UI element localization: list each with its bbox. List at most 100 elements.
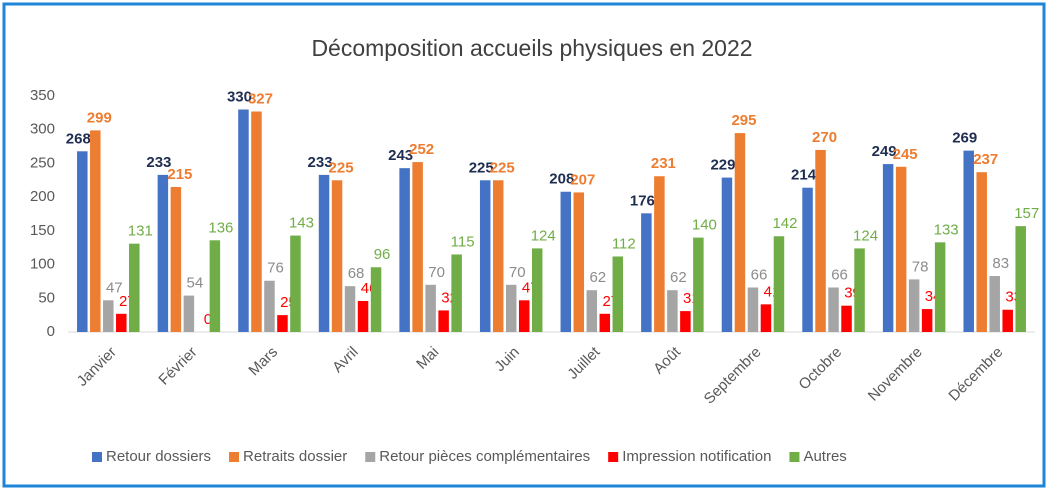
bar <box>560 191 572 332</box>
bar <box>667 290 678 332</box>
data-label: 214 <box>791 167 817 184</box>
data-label: 115 <box>451 233 475 250</box>
data-label: 225 <box>490 159 515 176</box>
bar <box>693 237 704 332</box>
bar <box>412 162 423 332</box>
chart-title: Décomposition accueils physiques en 2022 <box>311 35 752 61</box>
data-label: 208 <box>549 171 574 188</box>
bar <box>989 276 1000 332</box>
bar <box>908 279 920 332</box>
bar <box>479 180 491 332</box>
data-label: 225 <box>329 159 354 176</box>
bar <box>251 111 262 332</box>
bar <box>854 248 865 332</box>
bar <box>773 236 785 332</box>
data-label: 142 <box>772 215 797 232</box>
data-label: 231 <box>651 155 676 172</box>
bar <box>170 187 182 332</box>
bar <box>934 242 946 332</box>
data-label: 131 <box>128 223 153 240</box>
legend-swatch <box>92 452 102 462</box>
legend-label: Retour dossiers <box>106 448 211 465</box>
data-label: 47 <box>106 279 123 296</box>
y-tick-label: 300 <box>30 121 55 138</box>
bar <box>841 305 852 332</box>
bar <box>895 166 907 332</box>
bar <box>760 304 772 332</box>
data-label: 268 <box>66 130 91 147</box>
bar <box>238 109 249 332</box>
bar <box>438 310 449 332</box>
bar <box>963 150 974 332</box>
data-label: 70 <box>428 264 445 281</box>
bar <box>129 243 140 332</box>
legend-swatch <box>608 452 619 462</box>
data-label: 66 <box>831 266 848 283</box>
bar <box>344 286 356 332</box>
y-tick-label: 150 <box>30 222 55 239</box>
data-label: 270 <box>812 129 837 146</box>
data-label: 78 <box>912 258 929 275</box>
data-label: 249 <box>872 143 897 160</box>
bar <box>828 287 839 332</box>
bar <box>425 284 436 332</box>
bar <box>734 133 746 332</box>
bar <box>103 300 114 332</box>
data-label: 112 <box>612 235 636 252</box>
data-label: 327 <box>248 90 273 107</box>
bar <box>815 149 826 332</box>
data-label: 83 <box>992 255 1009 272</box>
bar <box>277 315 288 332</box>
legend-label: Autres <box>803 448 846 465</box>
y-tick-label: 200 <box>30 188 55 205</box>
bar <box>209 240 221 332</box>
legend-label: Retraits dossier <box>243 448 347 465</box>
data-label: 233 <box>308 154 333 171</box>
data-label: 124 <box>531 227 556 244</box>
legend-label: Impression notification <box>622 448 771 465</box>
bar <box>641 213 652 332</box>
data-label: 133 <box>934 221 959 238</box>
data-label: 237 <box>973 151 998 168</box>
y-tick-label: 100 <box>30 256 55 273</box>
bar <box>802 187 813 332</box>
data-label: 76 <box>267 260 284 277</box>
bar <box>599 313 611 332</box>
bar <box>680 311 691 332</box>
bar <box>573 192 585 332</box>
bar <box>357 300 369 332</box>
bar <box>654 176 665 332</box>
legend-label: Retour pièces complémentaires <box>379 448 590 465</box>
data-label: 66 <box>751 266 768 283</box>
bar <box>264 280 275 332</box>
y-tick-label: 0 <box>47 323 55 340</box>
bar <box>318 174 330 332</box>
bar <box>90 130 101 332</box>
legend-swatch <box>229 452 240 462</box>
data-label: 225 <box>469 159 494 176</box>
bar <box>492 180 504 332</box>
legend-swatch <box>789 452 800 462</box>
data-label: 136 <box>208 219 233 236</box>
data-label: 70 <box>509 264 526 281</box>
data-label: 157 <box>1014 205 1039 222</box>
data-label: 124 <box>853 227 878 244</box>
data-label: 68 <box>348 265 365 282</box>
bar <box>370 267 382 332</box>
data-label: 0 <box>204 311 212 328</box>
bar <box>116 313 127 332</box>
data-label: 62 <box>670 269 687 286</box>
bar <box>531 248 543 332</box>
data-label: 252 <box>409 141 434 158</box>
bar <box>518 300 530 332</box>
bar <box>1015 226 1026 332</box>
data-label: 62 <box>589 269 606 286</box>
bar <box>721 177 733 332</box>
data-label: 54 <box>187 275 204 292</box>
bar <box>586 290 598 332</box>
bar <box>747 287 759 332</box>
data-label: 207 <box>570 171 595 188</box>
bar <box>290 235 301 332</box>
data-label: 295 <box>731 112 756 129</box>
bar <box>976 172 987 332</box>
